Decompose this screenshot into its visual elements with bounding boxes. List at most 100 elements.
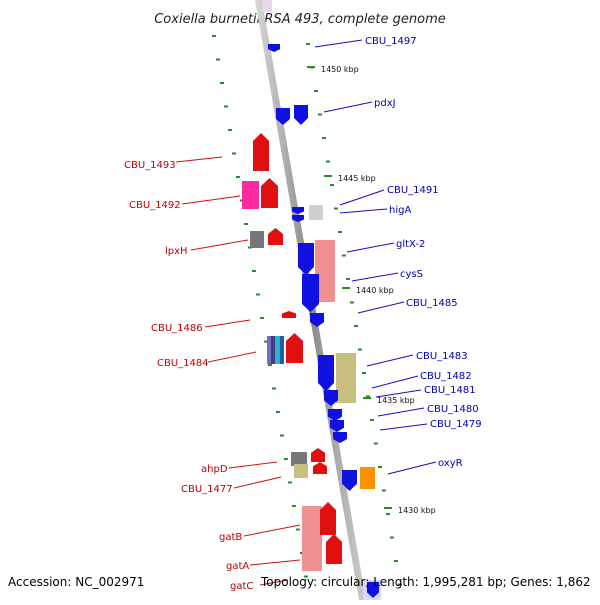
scale-dot — [215, 58, 220, 61]
gene-label-cbu-1484: CBU_1484 — [157, 358, 209, 369]
scale-tick-mark — [307, 66, 315, 68]
scale-dot — [287, 481, 292, 484]
scale-dot — [337, 231, 342, 233]
scale-dot — [275, 411, 280, 413]
gene-block — [271, 336, 275, 364]
scale-dot — [279, 434, 284, 437]
scale-dot — [235, 176, 240, 178]
scale-dot — [303, 575, 308, 578]
label-leaders — [175, 39, 437, 586]
gene-label-cbu-1480: CBU_1480 — [427, 404, 479, 415]
gene-label-cbu-1481: CBU_1481 — [424, 385, 476, 396]
gene-arrow — [286, 333, 303, 363]
label-leader — [379, 423, 428, 431]
label-leader — [339, 189, 385, 206]
gene-block — [315, 240, 335, 302]
scale-dot — [329, 184, 334, 186]
label-leader — [249, 559, 301, 566]
label-leader — [351, 272, 399, 282]
gene-label-cbu-1493: CBU_1493 — [124, 160, 176, 171]
scale-dot — [255, 293, 260, 296]
gene-arrow — [311, 448, 325, 462]
scale-dot — [263, 340, 268, 343]
scale-dot — [333, 207, 338, 210]
label-leader — [375, 389, 422, 398]
label-leader — [228, 461, 278, 469]
accession-text: Accession: NC_002971 — [8, 575, 144, 589]
scale-dot — [365, 395, 370, 398]
scale-dot — [251, 270, 256, 272]
scale-dot — [231, 152, 236, 155]
gene-features — [242, 0, 381, 600]
gene-label-cbu-1486: CBU_1486 — [151, 323, 203, 334]
label-leader — [314, 39, 363, 48]
scale-dot — [295, 528, 300, 531]
scale-dot — [349, 301, 354, 304]
label-leader — [339, 208, 388, 214]
scale-tick-mark — [342, 287, 350, 289]
scale-dot — [306, 43, 310, 45]
map-title: Coxiella burnetii RSA 493, complete geno… — [154, 12, 446, 27]
scale-dot — [299, 552, 304, 554]
gene-block — [275, 336, 280, 364]
label-leader — [233, 476, 282, 489]
label-leader — [243, 524, 301, 537]
gene-block — [262, 0, 272, 12]
gene-label-cbu-1477: CBU_1477 — [181, 484, 233, 495]
gene-arrow — [261, 178, 278, 208]
label-leader — [259, 579, 289, 586]
scale-dot — [345, 278, 350, 280]
scale-dot — [227, 129, 232, 131]
scale-dot — [397, 583, 402, 586]
gene-label-cyss: cysS — [400, 269, 423, 280]
gene-label-gltx-2: gltX-2 — [396, 239, 425, 250]
scale-dot — [377, 466, 382, 468]
scale-dot — [212, 35, 216, 37]
scale-dot — [385, 513, 390, 515]
scale-dot — [325, 160, 330, 163]
gene-arrow — [330, 420, 344, 432]
gene-label-cbu-1483: CBU_1483 — [416, 351, 468, 362]
gene-arrow — [253, 133, 269, 171]
scale-tick-labels: 1450 kbp 1445 kbp 1440 kbp 1435 kbp 1430 kbp — [307, 65, 436, 515]
gene-block — [294, 464, 308, 478]
gene-label-ahpd: ahpD — [201, 464, 228, 475]
label-leader — [190, 239, 249, 251]
scale-dot — [219, 82, 224, 84]
gene-arrow — [333, 432, 347, 443]
label-leader — [204, 319, 251, 328]
gene-arrow — [342, 470, 357, 491]
gene-block — [309, 205, 323, 220]
scale-dot — [317, 113, 322, 116]
gene-label-gatc: gatC — [230, 581, 253, 592]
gene-arrow — [276, 108, 290, 125]
gene-arrow — [310, 313, 324, 327]
right-gene-labels: CBU_1497 pdxJ CBU_1491 higA gltX-2 cysS CBU_14… — [365, 36, 482, 469]
gene-block — [242, 181, 259, 209]
label-leader — [323, 101, 373, 113]
scale-dot — [369, 419, 374, 421]
scale-tick-label: 1445 kbp — [338, 174, 376, 183]
gene-arrow — [320, 502, 336, 535]
gene-label-cbu-1479: CBU_1479 — [430, 419, 482, 430]
scale-dot — [353, 325, 358, 327]
scale-dot — [267, 364, 272, 366]
gene-arrow — [326, 534, 342, 564]
gene-block — [336, 353, 356, 403]
gene-label-cbu-1491: CBU_1491 — [387, 185, 439, 196]
label-leader — [377, 407, 425, 417]
gene-block — [302, 506, 322, 571]
gene-label-gata: gatA — [226, 561, 249, 572]
gene-arrow — [282, 311, 296, 318]
scale-dot — [283, 458, 288, 460]
scale-dot — [341, 254, 346, 257]
gene-block — [267, 336, 271, 364]
gene-label-cbu-1485: CBU_1485 — [406, 298, 458, 309]
label-leader — [357, 301, 405, 314]
scale-dot — [389, 536, 394, 539]
gene-label-pdxj: pdxJ — [374, 98, 396, 109]
scale-dot — [373, 442, 378, 445]
gene-arrow — [324, 390, 338, 406]
scale-tick-label: 1450 kbp — [321, 65, 359, 74]
